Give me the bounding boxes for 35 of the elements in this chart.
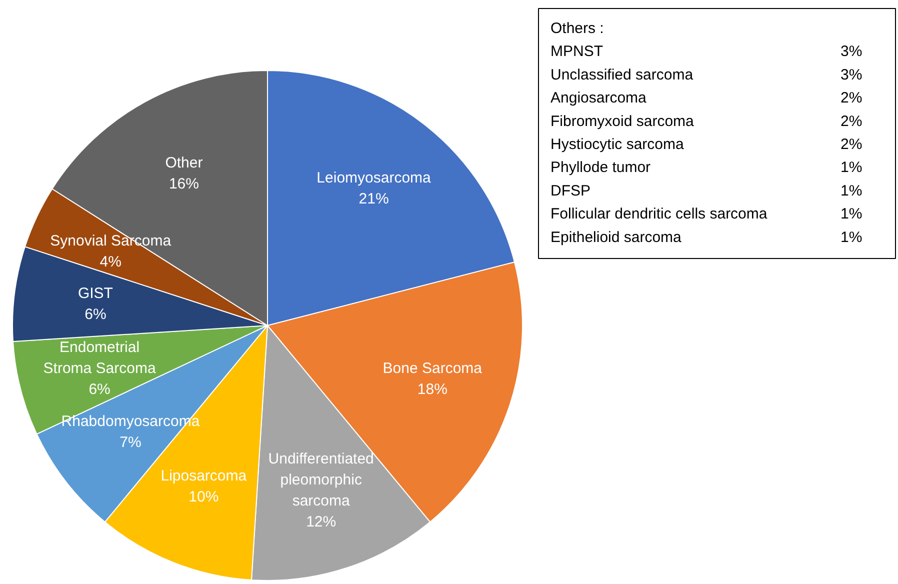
category-label: Epithelioid sarcoma [550,228,682,246]
data-label: 21% [358,190,389,208]
category-label: DFSP [550,182,591,200]
text: 3% [840,66,862,84]
text: 1% [840,159,862,176]
category-label: Fibromyxoid sarcoma [550,112,695,130]
data-label: 6% [88,381,110,398]
slice-label: Endometrial Stroma Sarcoma [43,339,156,378]
data-label: 6% [84,306,106,323]
text: Others : [550,20,604,37]
slice-label: Undifferentiated pleomorphic sarcoma [268,450,374,510]
text: 2% [840,90,862,107]
text: 1% [840,206,862,223]
data-label: 18% [417,381,448,398]
data-label: 10% [188,488,219,506]
text: 2% [840,112,862,130]
category-label: MPNST [550,43,603,60]
text: 2% [840,136,862,153]
data-label: 7% [120,434,142,451]
slice-label: Bone Sarcoma [382,360,483,378]
category-label: Follicular dendritic cells sarcoma [550,206,768,223]
data-label: 16% [168,176,199,193]
slice-label: Other [165,154,203,172]
data-label: 4% [100,254,122,271]
slice-label: GIST [78,284,113,302]
category-label: Phyllode tumor [550,159,651,176]
category-label: Unclassified sarcoma [550,66,694,84]
slice-label: Leiomyosarcoma [316,169,432,186]
slice-label: Liposarcoma [160,468,248,485]
data-label: 12% [306,513,336,530]
category-label: Hystiocytic sarcoma [550,136,685,153]
text: 1% [840,228,862,246]
text: 3% [840,43,862,60]
category-label: Angiosarcoma [550,90,648,107]
text: 1% [840,182,862,200]
